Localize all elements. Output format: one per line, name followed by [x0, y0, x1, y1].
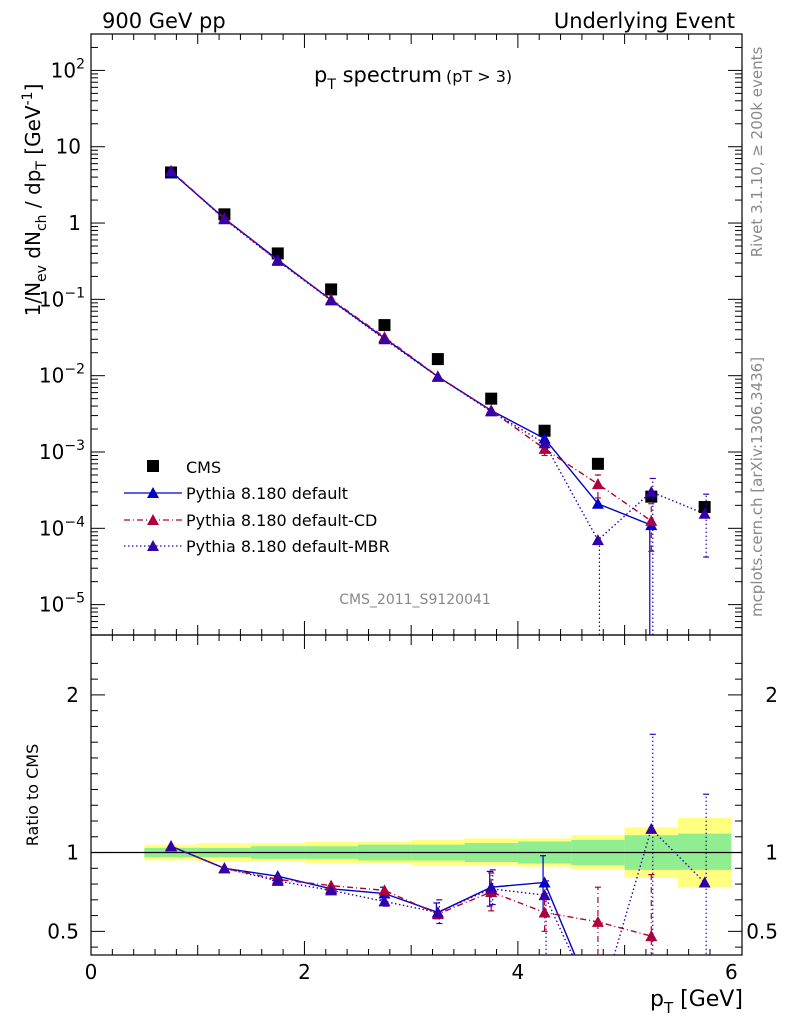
cd-marker	[591, 478, 604, 490]
x-tick-label: 2	[298, 960, 311, 984]
ratio-plot-frame	[90, 634, 743, 956]
main-y-tick-labels: 102 10 1 10−1 10−2 10−3 10−4 10−5	[39, 56, 85, 616]
mbr-ratio-marker	[485, 882, 498, 894]
ratio-y-tick-label-right: 0.5	[746, 919, 778, 943]
plot-title: pT spectrum (pT > 3)	[314, 63, 512, 93]
mbr-ratio-marker	[431, 906, 444, 918]
legend-label-default: Pythia 8.180 default	[186, 484, 348, 503]
main-y-tick-label: 10	[56, 135, 81, 159]
main-y-tick-label: 10−5	[39, 591, 85, 617]
legend-marker-cms	[147, 460, 159, 472]
mbr-ratio-marker	[538, 889, 551, 901]
ratio-plot-panel: 0.5 0.5 1 1 2 2 0 2 4 6 Ratio to CMS pT [GeV]	[23, 634, 778, 1017]
legend-marker-cd	[147, 514, 159, 525]
legend-marker-default	[147, 487, 159, 498]
ratio-band-inner	[677, 833, 732, 870]
ratio-y-tick-label: 1	[66, 841, 79, 865]
main-y-tick-label: 10−3	[39, 438, 85, 464]
main-y-tick-label: 10−2	[39, 362, 85, 388]
main-plot-panel: 102 10 1 10−1 10−2 10−3 10−4 10−5 pT spectrum (p…	[20, 33, 743, 636]
main-plot-series	[165, 165, 711, 635]
ratio-y-tick-label-right: 1	[765, 841, 778, 865]
mbr-marker	[218, 213, 231, 225]
cd-ratio-marker	[591, 915, 604, 927]
mbr-marker	[325, 294, 338, 306]
x-axis-label-sub: T	[663, 999, 674, 1017]
analysis-watermark: CMS_2011_S9120041	[339, 592, 491, 608]
plot-title-p: p	[314, 63, 327, 87]
cms-data-point	[431, 353, 444, 366]
mbr-marker	[698, 507, 711, 519]
default-marker	[591, 497, 604, 509]
legend-label-cms: CMS	[186, 458, 221, 477]
mbr-ratio-marker	[698, 876, 711, 888]
mbr-ratio-marker	[645, 822, 658, 834]
default-ratio-marker	[538, 876, 551, 888]
cms-data-point	[591, 457, 604, 470]
cd-ratio-marker	[538, 906, 551, 918]
main-y-tick-label: 10−1	[39, 285, 85, 311]
mbr-marker	[165, 165, 178, 177]
ratio-y-axis-label: Ratio to CMS	[23, 744, 42, 846]
plot-title-cut: (pT > 3)	[446, 67, 512, 86]
main-plot-ticks	[90, 33, 742, 636]
x-axis-label: pT [GeV]	[650, 987, 743, 1017]
x-tick-label: 4	[512, 960, 525, 984]
rivet-label: Rivet 3.1.10, ≥ 200k events	[748, 47, 766, 258]
cd-ratio-marker	[645, 930, 658, 942]
x-tick-label: 6	[725, 960, 738, 984]
ratio-y-tick-label: 0.5	[47, 919, 79, 943]
main-y-tick-label: 1	[68, 211, 81, 235]
ratio-bands	[91, 817, 742, 888]
cd-series-line	[170, 170, 652, 522]
main-y-tick-label: 102	[51, 56, 85, 82]
cd-marker	[538, 442, 551, 454]
main-y-axis-label: 1/Nev dNch / dpT [GeV-1]	[20, 84, 50, 317]
mbr-ratio-marker	[325, 884, 338, 896]
mbr-marker	[378, 333, 391, 345]
header-left: 900 GeV pp	[102, 9, 226, 33]
mbr-marker	[485, 405, 498, 417]
plot-title-rest: spectrum	[336, 63, 442, 87]
x-axis-label-rest: [GeV]	[673, 987, 743, 1012]
mbr-ratio-marker	[218, 862, 231, 874]
x-tick-label: 0	[85, 960, 98, 984]
cd-ratio-marker	[378, 884, 391, 896]
main-y-tick-label: 10−4	[39, 514, 85, 540]
x-axis-label-p: p	[650, 987, 664, 1012]
legend-marker-mbr	[147, 540, 159, 551]
ratio-plot-series	[165, 733, 711, 955]
cms-data-point	[378, 319, 391, 332]
mbr-marker	[431, 370, 444, 382]
cms-data-point	[485, 392, 498, 405]
cd-ratio-line	[170, 845, 652, 937]
header-right: Underlying Event	[554, 9, 735, 33]
cd-marker	[645, 514, 658, 526]
mbr-ratio-marker	[378, 895, 391, 907]
legend-label-cd: Pythia 8.180 default-CD	[186, 511, 377, 530]
legend-label-mbr: Pythia 8.180 default-MBR	[186, 537, 390, 556]
ratio-plot-ticks: 0.5 0.5 1 1 2 2 0 2 4 6	[47, 635, 778, 984]
mbr-marker	[591, 534, 604, 546]
cms-data-point	[698, 501, 711, 514]
default-ratio-line	[170, 845, 576, 955]
plot-title-sub: T	[326, 77, 336, 93]
ratio-y-tick-label-right: 2	[765, 683, 778, 707]
mbr-marker	[271, 254, 284, 266]
legend: CMS Pythia 8.180 default Pythia 8.180 de…	[124, 458, 390, 556]
cms-data-point	[271, 247, 284, 260]
cms-data-point	[325, 283, 338, 296]
mbr-ratio-marker	[271, 874, 284, 886]
mcplots-label: mcplots.cern.ch [arXiv:1306.3436]	[748, 357, 766, 617]
mbr-marker	[538, 437, 551, 449]
ratio-y-tick-label: 2	[66, 683, 79, 707]
mbr-marker	[645, 485, 658, 497]
mbr-ratio-marker	[165, 840, 178, 852]
cms-data-point	[538, 424, 551, 437]
